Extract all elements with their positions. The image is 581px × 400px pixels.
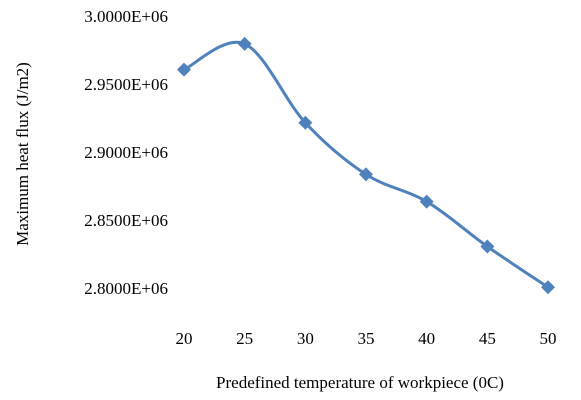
y-tick-label: 2.8500E+06 bbox=[84, 211, 168, 230]
point-marker bbox=[480, 239, 495, 254]
x-tick-label: 25 bbox=[236, 329, 253, 348]
x-tick-label: 30 bbox=[297, 329, 314, 348]
point-marker bbox=[419, 194, 434, 209]
series-line bbox=[183, 40, 549, 289]
y-tick-label: 3.0000E+06 bbox=[84, 7, 168, 26]
x-axis-title: Predefined temperature of workpiece (0C) bbox=[216, 373, 504, 392]
point-marker bbox=[298, 115, 313, 130]
point-marker bbox=[359, 167, 373, 182]
point-marker bbox=[177, 62, 191, 77]
x-tick-label: 45 bbox=[479, 329, 496, 348]
point-marker bbox=[541, 280, 555, 295]
y-tick-label: 2.9000E+06 bbox=[84, 143, 168, 162]
y-axis-title: Maximum heat flux (J/m2) bbox=[13, 62, 32, 246]
y-tick-label: 2.8000E+06 bbox=[84, 279, 168, 298]
x-tick-label: 40 bbox=[418, 329, 435, 348]
x-tick-label: 50 bbox=[540, 329, 557, 348]
x-tick-label: 20 bbox=[176, 329, 193, 348]
x-tick-label: 35 bbox=[358, 329, 375, 348]
y-tick-label: 2.9500E+06 bbox=[84, 75, 168, 94]
point-marker bbox=[237, 36, 252, 51]
